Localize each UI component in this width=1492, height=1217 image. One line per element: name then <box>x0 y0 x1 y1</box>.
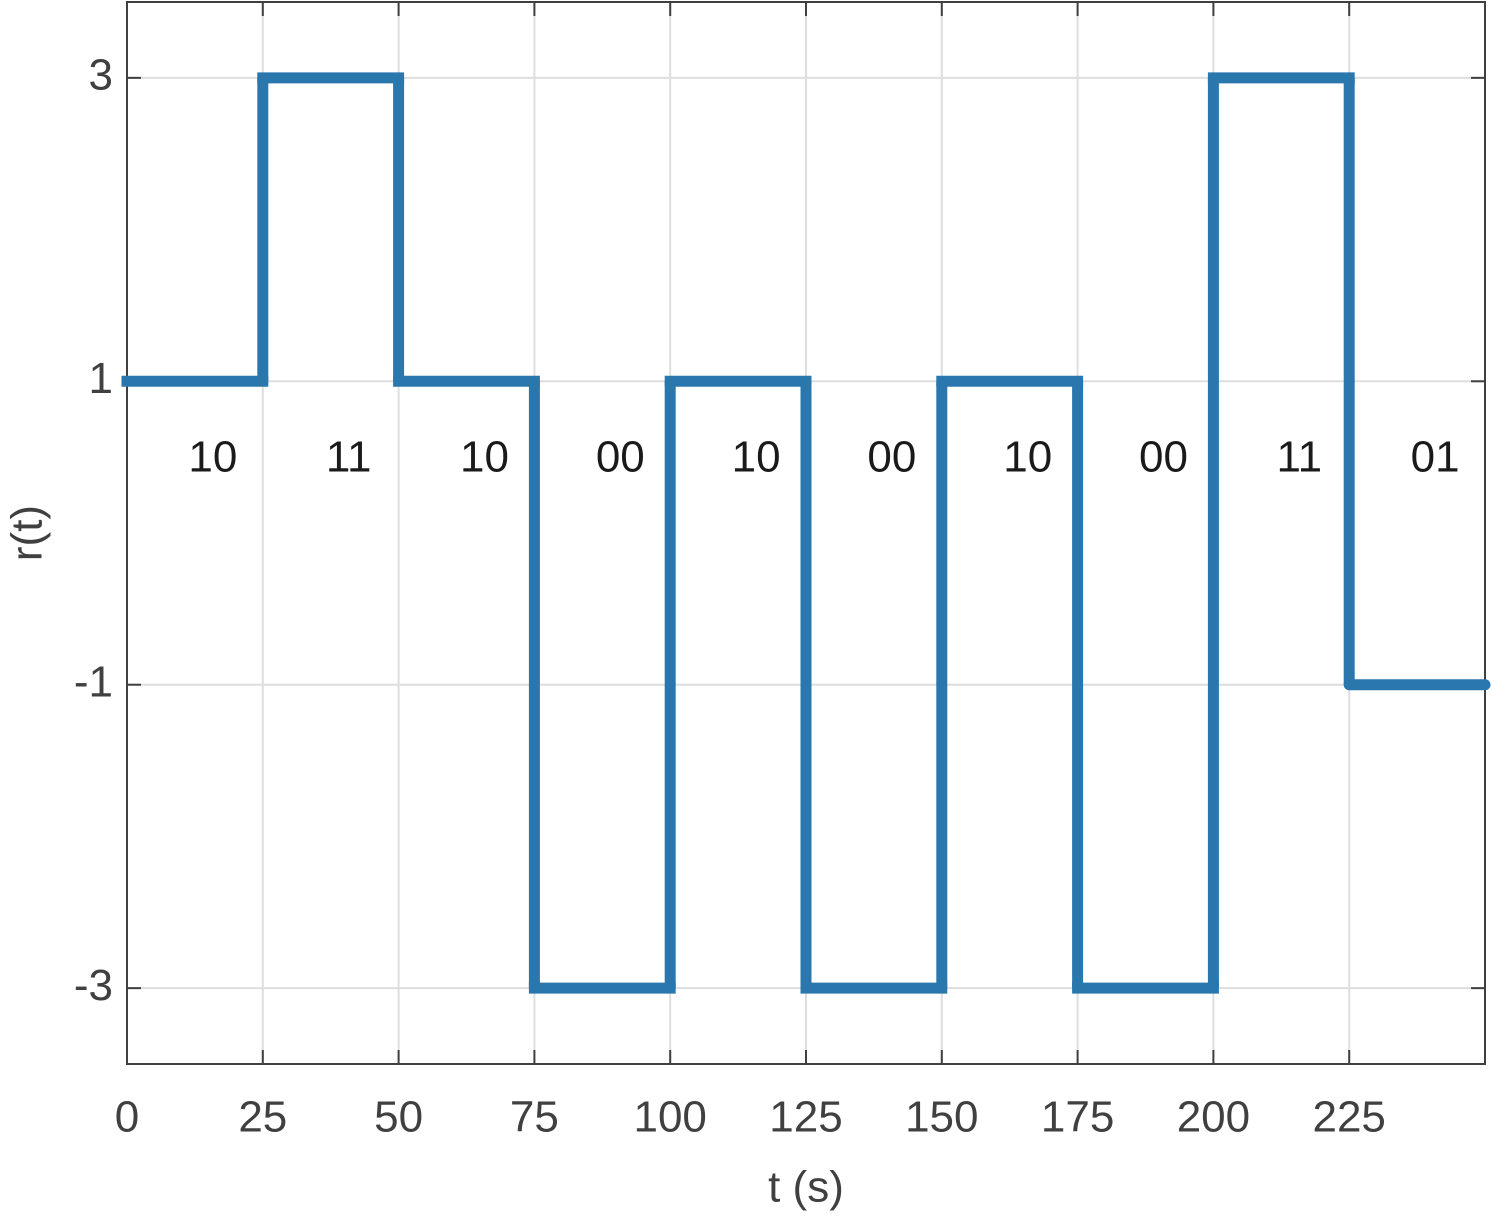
x-tick-label: 50 <box>374 1093 423 1142</box>
annotation: 10 <box>188 433 237 482</box>
annotation: 10 <box>732 433 781 482</box>
x-axis-label: t (s) <box>768 1163 844 1212</box>
x-tick-label: 150 <box>905 1093 978 1142</box>
x-tick-label: 25 <box>238 1093 287 1142</box>
x-tick-label: 75 <box>510 1093 559 1142</box>
x-tick-label: 175 <box>1041 1093 1114 1142</box>
annotation: 11 <box>326 433 372 482</box>
y-axis-label: r(t) <box>3 505 52 561</box>
y-tick-label: 3 <box>89 50 113 99</box>
y-tick-label: -1 <box>74 657 113 706</box>
y-tick-label: -3 <box>74 961 113 1010</box>
annotation: 00 <box>596 433 645 482</box>
annotation: 00 <box>867 433 916 482</box>
annotation: 10 <box>1003 433 1052 482</box>
y-tick-label: 1 <box>89 354 113 403</box>
annotation: 11 <box>1276 433 1322 482</box>
annotation: 01 <box>1411 433 1460 482</box>
x-tick-label: 225 <box>1312 1093 1385 1142</box>
plot-frame <box>126 1 1486 1065</box>
annotation: 10 <box>460 433 509 482</box>
x-tick-label: 200 <box>1177 1093 1250 1142</box>
x-tick-label: 125 <box>769 1093 842 1142</box>
x-tick-label: 0 <box>115 1093 139 1142</box>
x-tick-label: 100 <box>633 1093 706 1142</box>
annotation: 00 <box>1139 433 1188 482</box>
